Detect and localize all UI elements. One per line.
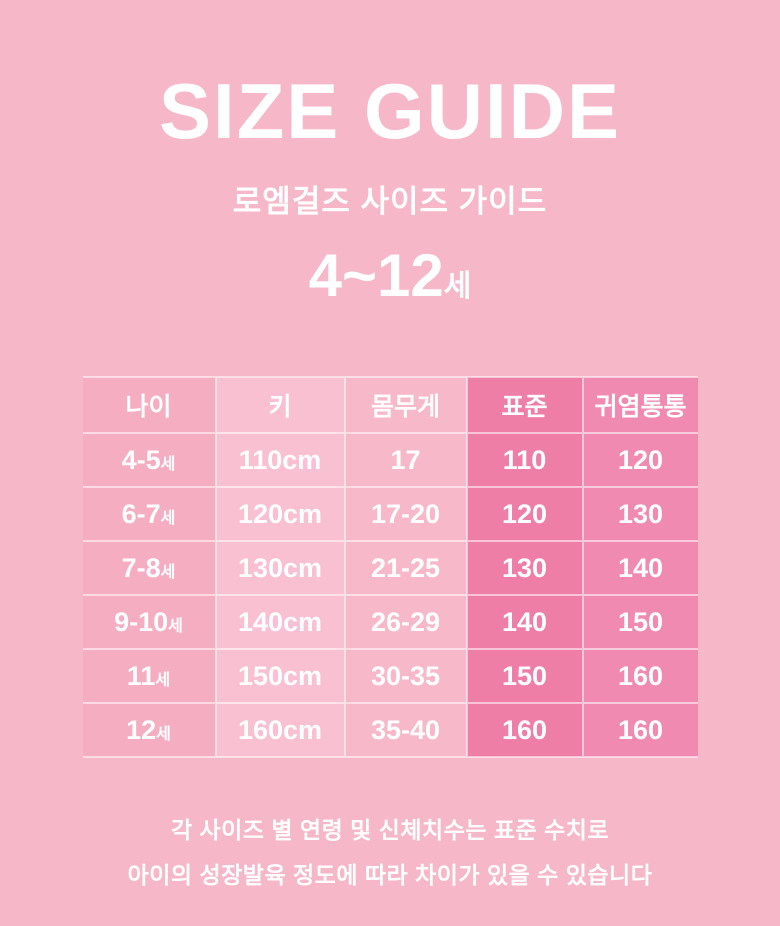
cell-height: 160cm — [214, 702, 345, 758]
table-row: 4-5세 110cm 17 110 120 — [82, 432, 698, 488]
cell-standard: 120 — [465, 486, 583, 542]
age-value: 11 — [126, 660, 156, 691]
footer-line-1: 각 사이즈 별 연령 및 신체치수는 표준 수치로 — [170, 817, 610, 843]
cell-weight: 30-35 — [343, 648, 467, 704]
age-value: 9-10 — [114, 606, 169, 637]
age-unit: 세 — [160, 509, 176, 527]
footer-note: 각 사이즈 별 연령 및 신체치수는 표준 수치로 아이의 성장발육 정도에 따… — [0, 808, 780, 898]
cell-chubby: 160 — [581, 648, 698, 704]
cell-height: 120cm — [214, 486, 345, 542]
table-row: 11세 150cm 30-35 150 160 — [82, 648, 698, 704]
cell-age: 11세 — [82, 648, 216, 704]
cell-standard: 110 — [465, 432, 583, 488]
col-header-age: 나이 — [82, 376, 216, 434]
cell-weight: 17 — [343, 432, 467, 488]
age-unit: 세 — [168, 617, 183, 635]
age-value: 6-7 — [121, 498, 161, 529]
age-value: 7-8 — [121, 552, 161, 583]
cell-chubby: 160 — [581, 702, 698, 758]
size-table: 나이 키 몸무게 표준 귀염통통 4-5세 110cm 17 110 120 6… — [82, 376, 698, 758]
cell-age: 12세 — [82, 702, 216, 758]
table-row: 9-10세 140cm 26-29 140 150 — [82, 594, 698, 650]
cell-chubby: 120 — [581, 432, 698, 488]
table-row: 6-7세 120cm 17-20 120 130 — [82, 486, 698, 542]
table-row: 7-8세 130cm 21-25 130 140 — [82, 540, 698, 596]
table-row: 12세 160cm 35-40 160 160 — [82, 702, 698, 758]
cell-age: 9-10세 — [82, 594, 216, 650]
cell-weight: 17-20 — [343, 486, 467, 542]
age-range-numbers: 4~12 — [308, 242, 444, 309]
age-range-suffix: 세 — [443, 270, 472, 303]
cell-weight: 21-25 — [343, 540, 467, 596]
cell-height: 150cm — [214, 648, 345, 704]
age-range: 4~12세 — [0, 245, 780, 318]
cell-standard: 160 — [465, 702, 583, 758]
col-header-standard: 표준 — [465, 376, 583, 434]
page-subtitle: 로엠걸즈 사이즈 가이드 — [232, 184, 548, 219]
page-title: SIZE GUIDE — [158, 67, 622, 155]
cell-height: 130cm — [214, 540, 345, 596]
col-header-chubby: 귀염통통 — [581, 376, 698, 434]
cell-standard: 150 — [465, 648, 583, 704]
cell-standard: 130 — [465, 540, 583, 596]
cell-height: 110cm — [214, 432, 345, 488]
age-value: 12 — [126, 714, 157, 745]
age-value: 4-5 — [121, 444, 161, 475]
table-header-row: 나이 키 몸무게 표준 귀염통통 — [82, 376, 698, 434]
col-header-weight: 몸무게 — [343, 376, 467, 434]
col-header-height: 키 — [214, 376, 345, 434]
age-unit: 세 — [155, 671, 171, 689]
cell-weight: 26-29 — [343, 594, 467, 650]
cell-chubby: 150 — [581, 594, 698, 650]
age-unit: 세 — [160, 455, 176, 473]
cell-age: 4-5세 — [82, 432, 216, 488]
age-unit: 세 — [156, 725, 171, 743]
cell-weight: 35-40 — [343, 702, 467, 758]
cell-age: 6-7세 — [82, 486, 216, 542]
cell-chubby: 130 — [581, 486, 698, 542]
cell-height: 140cm — [214, 594, 345, 650]
age-unit: 세 — [160, 563, 176, 581]
cell-chubby: 140 — [581, 540, 698, 596]
footer-line-2: 아이의 성장발육 정도에 따라 차이가 있을 수 있습니다 — [127, 862, 653, 888]
cell-age: 7-8세 — [82, 540, 216, 596]
cell-standard: 140 — [465, 594, 583, 650]
